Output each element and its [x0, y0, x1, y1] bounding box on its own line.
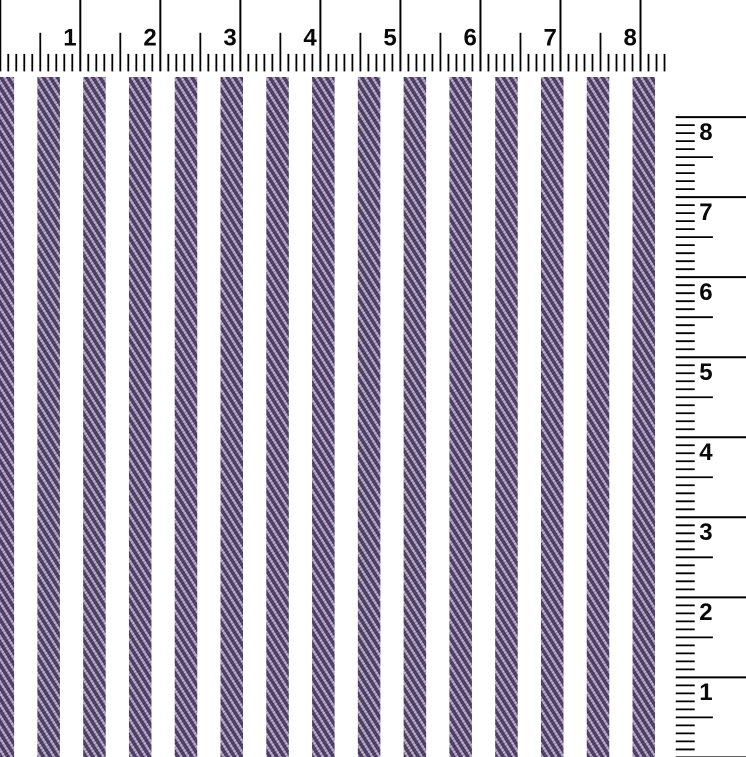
svg-text:6: 6	[463, 25, 476, 52]
svg-text:5: 5	[699, 359, 712, 386]
svg-text:7: 7	[543, 25, 556, 52]
svg-text:1: 1	[699, 679, 712, 706]
svg-text:4: 4	[303, 25, 317, 52]
svg-text:3: 3	[699, 519, 712, 546]
svg-text:5: 5	[383, 25, 396, 52]
svg-text:7: 7	[699, 199, 712, 226]
svg-text:8: 8	[699, 119, 712, 146]
svg-text:6: 6	[699, 279, 712, 306]
svg-text:4: 4	[699, 439, 713, 466]
svg-text:3: 3	[223, 25, 236, 52]
svg-text:1: 1	[63, 25, 76, 52]
svg-text:2: 2	[699, 599, 712, 626]
svg-text:8: 8	[624, 25, 637, 52]
svg-text:2: 2	[143, 25, 156, 52]
